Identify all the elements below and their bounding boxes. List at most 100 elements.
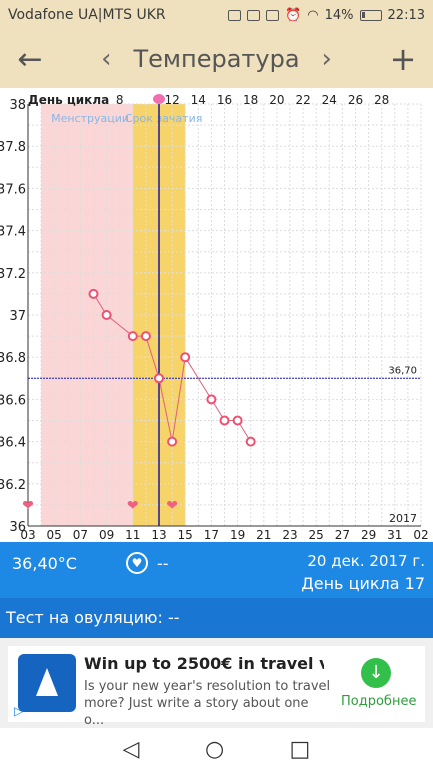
- x-tick-label: 02: [413, 528, 428, 542]
- ad-logo-icon[interactable]: [18, 654, 76, 712]
- cycle-day-tick: 16: [217, 93, 232, 107]
- heart-icon[interactable]: ♥: [126, 552, 148, 574]
- alarm-icon: ⏰: [285, 7, 302, 23]
- heart-marker-icon: ❤: [166, 498, 178, 514]
- arrow-left-icon: ←: [17, 41, 43, 77]
- status-bar: Vodafone UA|MTS UKR ⏰ ◠ 14% 22:13: [0, 0, 433, 30]
- chart-svg[interactable]: 36 36.2 36.4 36.6 36.8 37 37.2 37.4 37.6 37.8 38 03…: [0, 88, 433, 542]
- coverline-label: 36,70: [388, 365, 417, 376]
- chevron-left-icon: ‹: [101, 44, 112, 74]
- y-tick-label: 37.8: [0, 140, 26, 155]
- add-button[interactable]: +: [373, 40, 433, 78]
- temperature-point: [245, 436, 256, 447]
- x-tick-label: 03: [20, 528, 35, 542]
- cycle-day-tick: 24: [322, 93, 337, 107]
- x-tick-label: 05: [47, 528, 62, 542]
- temperature-point: [154, 373, 164, 384]
- cycle-day-tick: 22: [295, 93, 310, 107]
- x-tick-label: 25: [309, 528, 324, 542]
- temperature-point: [101, 310, 112, 320]
- nav-recents-icon[interactable]: □: [289, 736, 311, 762]
- x-tick-label: 07: [73, 528, 88, 542]
- ad-card[interactable]: ▷ Win up to 2500€ in travel vouc... Is y…: [8, 646, 425, 728]
- ad-body[interactable]: Is your new year's resolution to travel …: [84, 679, 331, 728]
- temperature-point: [127, 331, 138, 342]
- y-tick-label: 36.2: [0, 478, 26, 493]
- cycle-day-text: День цикла 17: [301, 574, 425, 593]
- wifi-icon: ◠: [307, 7, 319, 23]
- nav-back-icon[interactable]: ◁: [122, 736, 140, 762]
- y-tick-label: 36.8: [0, 351, 26, 366]
- temperature-point: [167, 436, 178, 447]
- app-bar: ← ‹ Температура › +: [0, 30, 433, 88]
- ad-cta-button[interactable]: Подробнее: [341, 694, 417, 709]
- cycle-day-tick: 18: [243, 93, 258, 107]
- ad-headline[interactable]: Win up to 2500€ in travel vouc...: [84, 654, 324, 673]
- system-nav-bar: ◁ ○ □: [0, 728, 433, 770]
- heart-marker-icon: ❤: [22, 498, 34, 514]
- page-title: Температура: [133, 45, 300, 73]
- time-text: 22:13: [387, 7, 425, 23]
- status-icons: ⏰ ◠ 14% 22:13: [228, 8, 425, 23]
- ovulation-test-label: Тест на овуляцию: --: [6, 608, 180, 627]
- x-tick-label: 15: [178, 528, 193, 542]
- temperature-point: [206, 394, 217, 405]
- next-button[interactable]: ›: [322, 44, 332, 74]
- heart-marker-icon: ❤: [127, 498, 139, 514]
- ad-banner[interactable]: ▷ Win up to 2500€ in travel vouc... Is y…: [0, 638, 433, 728]
- prev-button[interactable]: ‹: [101, 44, 111, 74]
- battery-icon: [359, 9, 382, 21]
- y-tick-label: 38: [9, 98, 26, 113]
- cycle-day-tick: 20: [269, 93, 284, 107]
- ovulation-egg-icon: [153, 94, 165, 104]
- menstruation-band: [41, 104, 133, 526]
- x-tick-label: 13: [151, 528, 166, 542]
- temperature-point: [88, 288, 99, 299]
- ovulation-test-row[interactable]: Тест на овуляцию: --: [0, 598, 433, 638]
- nav-home-icon[interactable]: ○: [204, 736, 225, 762]
- x-tick-label: 09: [99, 528, 114, 542]
- intercourse-value: --: [157, 554, 169, 573]
- y-tick-label: 37.2: [0, 267, 26, 282]
- carrier-text: Vodafone UA|MTS UKR: [8, 7, 166, 23]
- y-tick-label: 37.6: [0, 182, 26, 197]
- back-button[interactable]: ←: [0, 42, 60, 77]
- title-nav: ‹ Температура ›: [60, 44, 373, 74]
- year-label: 2017: [389, 512, 417, 525]
- x-tick-label: 19: [230, 528, 245, 542]
- y-tick-label: 36.6: [0, 393, 26, 408]
- download-icon[interactable]: ↓: [361, 658, 391, 688]
- cycle-day-tick: 28: [374, 93, 389, 107]
- menstruation-label: Менструации: [51, 112, 129, 125]
- cycle-day-tick: 12: [164, 93, 179, 107]
- temperature-point: [140, 331, 151, 342]
- x-tick-label: 27: [335, 528, 350, 542]
- date-text: 20 дек. 2017 г.: [307, 552, 425, 570]
- temperature-point: [219, 415, 230, 426]
- cycle-day-tick: 14: [191, 93, 206, 107]
- x-tick-label: 11: [125, 528, 140, 542]
- x-tick-label: 29: [361, 528, 376, 542]
- x-tick-label: 31: [387, 528, 402, 542]
- battery-text: 14%: [324, 7, 354, 23]
- plus-icon: +: [389, 40, 417, 78]
- temperature-chart[interactable]: 36 36.2 36.4 36.6 36.8 37 37.2 37.4 37.6 37.8 38 03…: [0, 88, 433, 542]
- info-bar: 36,40°C ♥ -- 20 дек. 2017 г. День цикла …: [0, 542, 433, 598]
- conception-label: Срок зачатия: [125, 112, 203, 125]
- cycle-row-label: День цикла: [28, 93, 109, 107]
- y-tick-label: 36: [9, 520, 26, 535]
- y-tick-label: 36.4: [0, 436, 26, 451]
- adchoices-icon[interactable]: ▷: [14, 704, 24, 718]
- chevron-right-icon: ›: [321, 44, 332, 74]
- cycle-day-tick: 8: [116, 93, 124, 107]
- image-icon: [247, 9, 261, 21]
- temperature-value: 36,40°C: [12, 554, 77, 573]
- y-tick-label: 37: [9, 309, 26, 324]
- temperature-point: [232, 415, 243, 426]
- x-tick-label: 17: [204, 528, 219, 542]
- cycle-day-tick: 26: [348, 93, 363, 107]
- x-tick-label: 21: [256, 528, 271, 542]
- y-tick-label: 37.4: [0, 225, 26, 240]
- vibrate-icon: [266, 9, 280, 21]
- mail-icon: [228, 9, 242, 21]
